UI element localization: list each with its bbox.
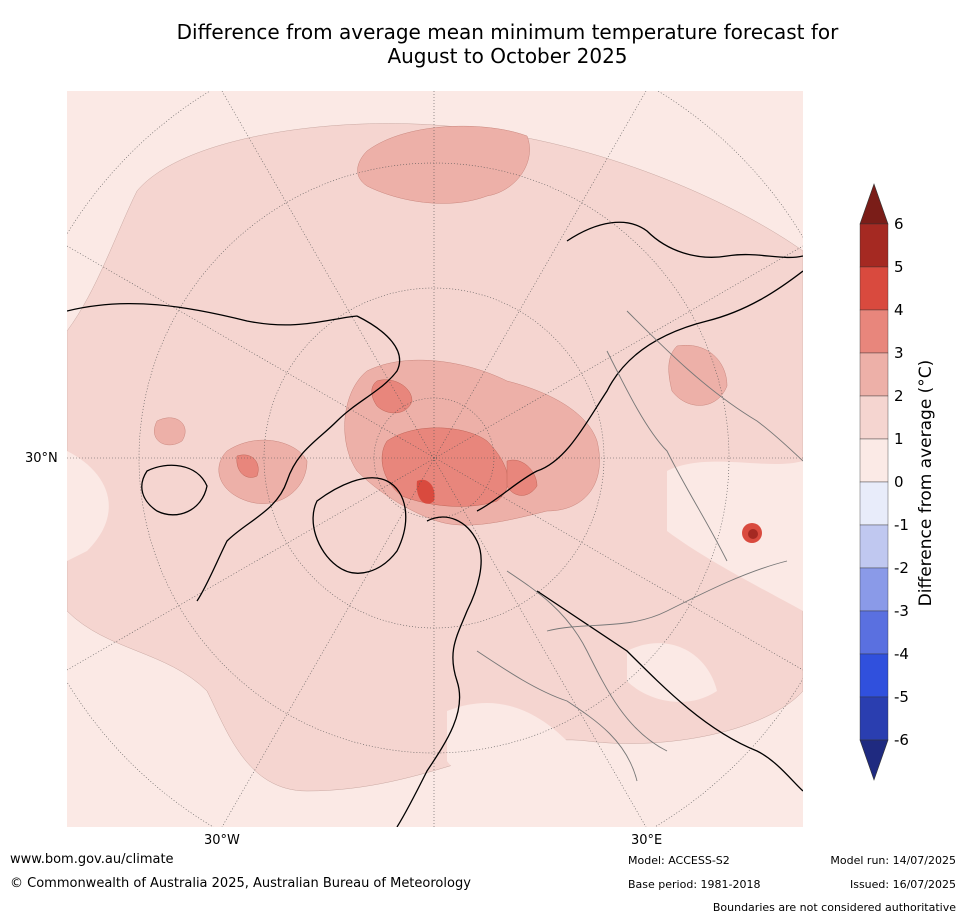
colorbar-over-arrow xyxy=(859,183,889,225)
colorbar-tick-label: 4 xyxy=(894,301,904,319)
colorbar-under-arrow xyxy=(859,739,889,781)
graticule xyxy=(67,91,803,827)
colorbar-tick-label: 0 xyxy=(894,473,904,491)
title-line-2: August to October 2025 xyxy=(387,44,628,68)
lon-label-30w: 30°W xyxy=(204,833,240,848)
colorbar-band xyxy=(859,223,889,268)
colorbar-tick-label: -6 xyxy=(894,731,909,749)
footer-issued: Issued: 16/07/2025 xyxy=(849,878,956,891)
colorbar-band xyxy=(859,395,889,440)
footer-base-period: Base period: 1981-2018 xyxy=(628,878,761,891)
colorbar-band xyxy=(859,653,889,698)
colorbar-band xyxy=(859,481,889,526)
colorbar-band xyxy=(859,438,889,483)
colorbar: 6 5 4 3 2 1 0 -1 -2 -3 -4 -5 -6 xyxy=(850,180,965,790)
colorbar-tick-label: 6 xyxy=(894,215,904,233)
colorbar-tick-label: 3 xyxy=(894,344,904,362)
colorbar-bands xyxy=(859,183,889,781)
lon-label-30e: 30°E xyxy=(631,833,663,848)
country-borders xyxy=(476,310,803,782)
colorbar-scale xyxy=(859,183,889,781)
colorbar-label: Difference from average (°C) xyxy=(916,359,936,607)
map-panel xyxy=(67,91,803,827)
colorbar-band xyxy=(859,266,889,311)
colorbar-band xyxy=(859,309,889,354)
colorbar-band xyxy=(859,567,889,612)
title-line-1: Difference from average mean minimum tem… xyxy=(176,20,839,44)
colorbar-band xyxy=(859,610,889,655)
colorbar-band xyxy=(859,696,889,741)
colorbar-tick-label: -2 xyxy=(894,559,909,577)
footer-model: Model: ACCESS-S2 xyxy=(628,854,730,867)
anomaly-5-6-region xyxy=(748,529,758,539)
colorbar-band xyxy=(859,352,889,397)
forecast-map xyxy=(67,91,803,827)
colorbar-tick-label: 5 xyxy=(894,258,904,276)
colorbar-band xyxy=(859,524,889,569)
footer-copyright: © Commonwealth of Australia 2025, Austra… xyxy=(10,876,471,891)
colorbar-tick-label: -5 xyxy=(894,688,909,706)
colorbar-tick-label: 2 xyxy=(894,387,904,405)
colorbar-tick-label: -3 xyxy=(894,602,909,620)
colorbar-tick-label: -1 xyxy=(894,516,909,534)
footer-disclaimer: Boundaries are not considered authoritat… xyxy=(712,901,956,914)
colorbar-tick-label: 1 xyxy=(894,430,904,448)
colorbar-tick-label: -4 xyxy=(894,645,909,663)
chart-title: Difference from average mean minimum tem… xyxy=(0,20,965,68)
lat-label-30n: 30°N xyxy=(25,451,58,466)
coastlines xyxy=(67,221,803,827)
footer-model-run: Model run: 14/07/2025 xyxy=(830,854,956,867)
anomaly-3-4-region xyxy=(236,379,538,507)
footer-website: www.bom.gov.au/climate xyxy=(10,852,174,867)
anomaly-0-1-patches xyxy=(67,451,803,779)
